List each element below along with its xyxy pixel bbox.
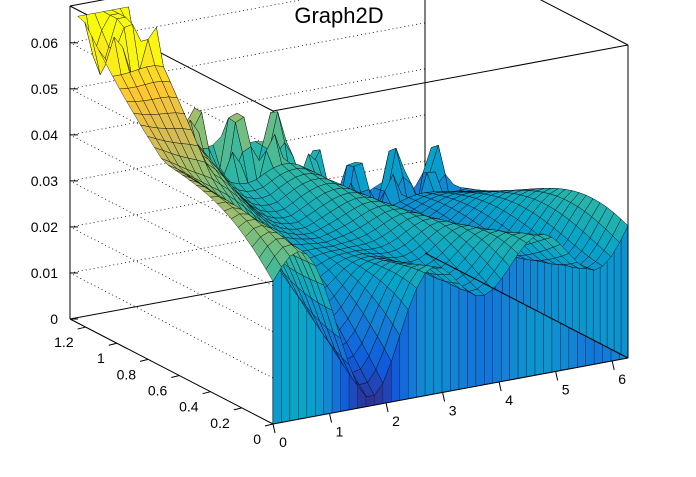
y-tick-label: 1.2 [54, 334, 74, 350]
box-edge [425, 0, 628, 45]
surface-wall [484, 290, 492, 385]
x-tick-label: 2 [392, 413, 400, 429]
y-tick [140, 359, 148, 361]
chart-title: Graph2D [294, 3, 383, 28]
grid-line [70, 227, 273, 332]
x-tick [386, 403, 388, 412]
box-edge [273, 45, 628, 111]
surface-wall [451, 274, 459, 391]
x-tick-label: 6 [618, 371, 626, 387]
z-tick-label: 0.05 [31, 81, 58, 97]
surface-wall [442, 268, 450, 393]
z-tick-label: 0.06 [31, 35, 58, 51]
x-tick [443, 392, 445, 401]
y-tick-label: 0.6 [148, 383, 168, 399]
x-tick-label: 0 [279, 434, 287, 450]
z-tick-label: 0.04 [31, 127, 58, 143]
surface-wall [476, 295, 484, 386]
x-tick [273, 424, 275, 433]
x-tick [612, 361, 614, 370]
surface-wall [425, 267, 433, 396]
z-tick-label: 0.03 [31, 173, 58, 189]
y-tick-label: 0 [253, 431, 261, 447]
surface-wall [621, 219, 628, 358]
y-tick-label: 0.8 [117, 366, 137, 382]
x-tick [556, 371, 558, 380]
y-tick [265, 424, 273, 426]
y-tick [109, 343, 117, 345]
y-tick [203, 392, 211, 394]
surface-wall [273, 267, 281, 424]
z-tick-label: 0.01 [31, 265, 58, 281]
y-tick [234, 408, 242, 410]
x-tick-label: 1 [336, 423, 344, 439]
x-tick-label: 5 [562, 381, 570, 397]
y-tick-label: 1 [97, 350, 105, 366]
x-tick [330, 413, 332, 422]
surface-wall [417, 273, 425, 397]
y-tick-label: 0.2 [210, 415, 230, 431]
surface-wall [493, 279, 501, 383]
z-tick-label: 0.02 [31, 219, 58, 235]
surface-mesh [78, 7, 628, 424]
y-tick [78, 327, 86, 329]
y-tick-label: 0.4 [179, 399, 199, 415]
surface-wall [434, 267, 442, 395]
z-tick-label: 0 [50, 311, 58, 327]
x-tick-label: 3 [449, 402, 457, 418]
box-edge [70, 319, 273, 424]
x-tick [499, 382, 501, 391]
surface-wall [467, 291, 475, 388]
y-tick [171, 376, 179, 378]
surface-wall [459, 283, 467, 389]
x-tick-label: 4 [505, 392, 513, 408]
